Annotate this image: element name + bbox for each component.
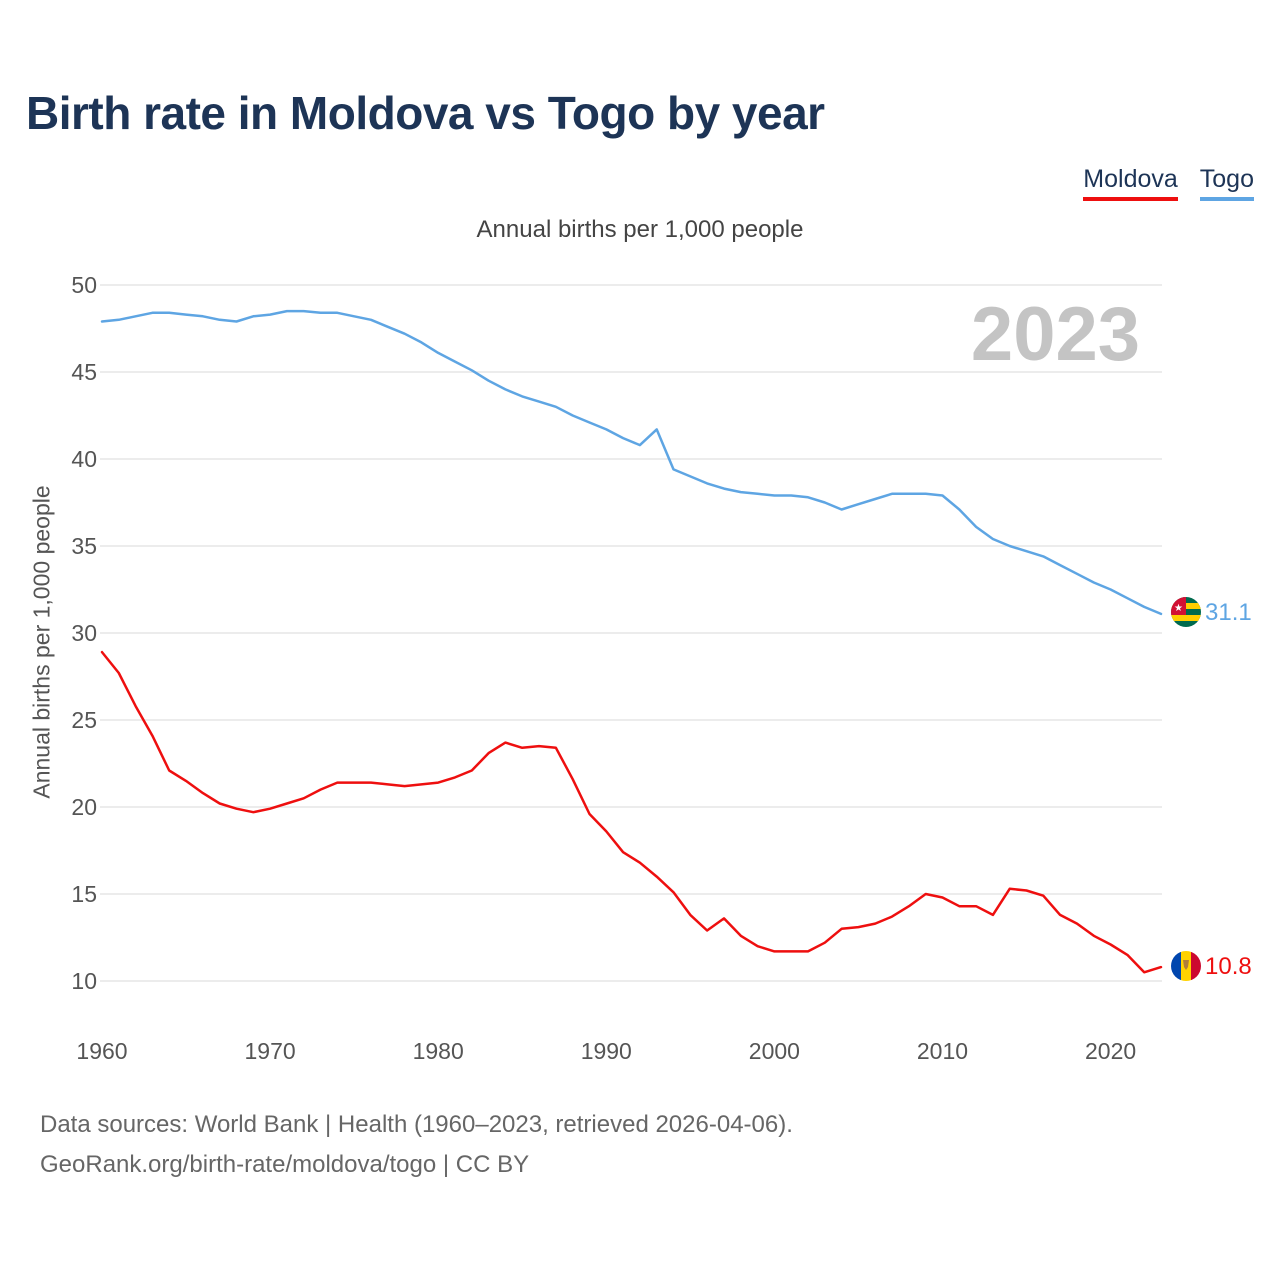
legend: Moldova Togo <box>1083 165 1254 201</box>
footer: Data sources: World Bank | Health (1960–… <box>40 1105 793 1185</box>
chart-subtitle: Annual births per 1,000 people <box>476 216 804 243</box>
x-tick-label: 2020 <box>1085 1038 1136 1064</box>
x-tick-label: 1970 <box>245 1038 296 1064</box>
y-tick-label: 35 <box>71 533 97 559</box>
y-tick-label: 25 <box>71 707 97 733</box>
x-tick-label: 1980 <box>413 1038 464 1064</box>
y-tick-label: 40 <box>71 446 97 472</box>
series-line-moldova[interactable] <box>100 650 1163 974</box>
moldova-flag-icon <box>1171 951 1201 981</box>
y-tick-label: 50 <box>71 272 97 298</box>
y-tick-label: 45 <box>71 359 97 385</box>
y-tick-label: 15 <box>71 881 97 907</box>
x-tick-label: 1990 <box>581 1038 632 1064</box>
footer-source: Data sources: World Bank | Health (1960–… <box>40 1111 793 1138</box>
y-tick-label: 30 <box>71 620 97 646</box>
year-watermark: 2023 <box>971 292 1140 377</box>
legend-togo[interactable]: Togo <box>1199 165 1254 201</box>
x-tick-label: 1960 <box>76 1038 127 1064</box>
x-tick-label: 2000 <box>749 1038 800 1064</box>
svg-text:★: ★ <box>1174 603 1183 614</box>
series-line-togo[interactable] <box>100 309 1163 616</box>
y-tick-label: 20 <box>71 794 97 820</box>
footer-link[interactable]: GeoRank.org/birth-rate/moldova/togo | CC… <box>40 1151 530 1178</box>
chart-title: Birth rate in Moldova vs Togo by year <box>26 87 825 139</box>
x-tick-label: 2010 <box>917 1038 968 1064</box>
y-tick-label: 10 <box>71 968 97 994</box>
legend-moldova[interactable]: Moldova <box>1083 165 1178 201</box>
togo-end-value: 31.1 <box>1205 599 1252 626</box>
togo-flag-icon: ★ <box>1171 597 1201 627</box>
moldova-end-value: 10.8 <box>1205 953 1252 980</box>
